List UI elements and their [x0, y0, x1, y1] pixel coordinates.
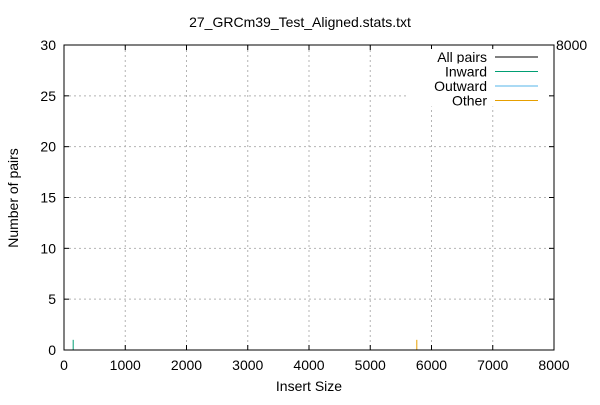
plot-frame	[63, 44, 555, 351]
chart-title: 27_GRCm39_Test_Aligned.stats.txt	[189, 14, 411, 30]
legend-label-all-pairs: All pairs	[437, 49, 487, 65]
legend-label-outward: Outward	[434, 78, 487, 94]
x-tick-label: 6000	[416, 357, 447, 373]
x-axis-label: Insert Size	[276, 378, 342, 394]
legend-label-other: Other	[452, 93, 487, 109]
y-tick-label: 25	[40, 88, 56, 104]
legend-label-inward: Inward	[445, 64, 487, 80]
legend-background	[408, 49, 548, 63]
y-tick-label: 10	[40, 240, 56, 256]
y-axis-label: Number of pairs	[5, 148, 21, 248]
x-tick-label: 3000	[232, 357, 263, 373]
y-tick-label: 15	[40, 190, 56, 206]
y-tick-label: 5	[48, 291, 56, 307]
y-tick-label: 0	[48, 342, 56, 358]
x-tick-label: 1000	[110, 357, 141, 373]
legend-background	[408, 92, 548, 107]
y-tick-label: 20	[40, 139, 56, 155]
legend-background	[408, 78, 548, 92]
x-tick-label: 4000	[293, 357, 324, 373]
legend-background	[408, 63, 548, 78]
x-tick-label: 2000	[171, 357, 202, 373]
axis-ticks: 0 1000 2000 3000 4000 5000 6000 7000 8000 0 5 10 15 2…	[40, 37, 569, 373]
x-tick-label: 8000	[538, 357, 569, 373]
series-lines	[72, 339, 418, 350]
x-tick-label: 5000	[355, 357, 386, 373]
corner-label: 8000	[556, 37, 587, 53]
x-tick-label: 7000	[477, 357, 508, 373]
x-tick-label: 0	[60, 357, 68, 373]
y-tick-label: 30	[40, 37, 56, 53]
